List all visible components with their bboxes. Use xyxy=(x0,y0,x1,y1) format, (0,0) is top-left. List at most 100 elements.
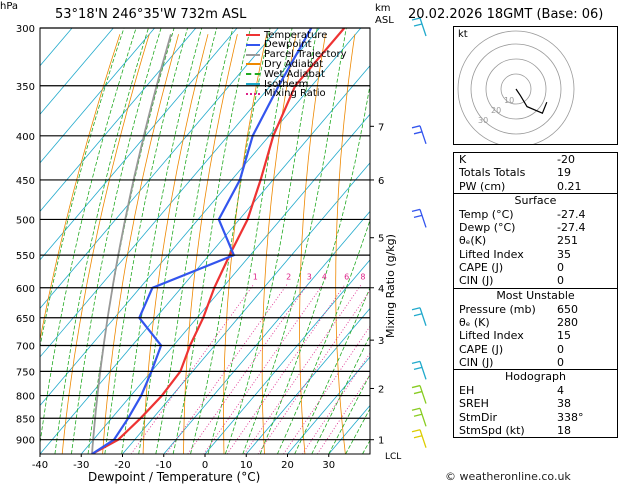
index-value: 15 xyxy=(557,329,571,343)
dry-adiabat-line xyxy=(61,34,150,454)
dry-adiabat-line xyxy=(619,34,629,454)
hodograph-ring xyxy=(500,73,532,105)
temperature-tick-label: -10 xyxy=(156,460,172,471)
hodograph-ring xyxy=(457,30,575,148)
index-value: -27.4 xyxy=(557,221,586,235)
wind-barb xyxy=(419,17,427,37)
wind-barb xyxy=(419,125,427,145)
index-label: Temp (°C) xyxy=(459,207,514,221)
height-tick-label: 2 xyxy=(378,384,384,395)
hodograph-section: Hodograph EH 4 SREH 38 StmDir 338° StmSpd (kt)… xyxy=(454,369,617,437)
legend-item: Isotherm xyxy=(246,79,308,90)
wet-adiabat-line xyxy=(121,28,203,454)
index-row: SREH 38 xyxy=(454,397,617,410)
legend-swatch xyxy=(246,92,260,95)
x-axis-label: Dewpoint / Temperature (°C) xyxy=(88,470,261,484)
pressure-tick-label: 500 xyxy=(16,215,35,226)
dry-adiabat-line xyxy=(405,34,427,454)
wind-barb-flag xyxy=(411,360,421,365)
mixing-ratio-axis-label: Mixing Ratio (g/kg) xyxy=(384,234,397,338)
isotherm-line xyxy=(40,28,155,164)
pressure-tick-label: 300 xyxy=(16,24,35,35)
index-value: 0 xyxy=(557,355,564,369)
wind-barb-flag xyxy=(413,435,423,439)
index-row: CAPE (J) 0 xyxy=(454,261,617,274)
wet-adiabat-line xyxy=(40,28,137,446)
credit-text: © weatheronline.co.uk xyxy=(445,470,571,483)
temperature-tick-label: 30 xyxy=(322,460,335,471)
index-row: Pressure (mb) 650 xyxy=(454,303,617,316)
legend-item: Parcel Trajectory xyxy=(246,49,347,61)
legend-item: Dewpoint xyxy=(246,39,312,50)
height-unit-asl: ASL xyxy=(375,15,394,26)
wet-adiabat-line xyxy=(294,286,370,454)
hodograph-title: Hodograph xyxy=(505,370,566,384)
index-value: -27.4 xyxy=(557,207,586,221)
mixing-ratio-value-label: 6 xyxy=(344,272,349,281)
index-row: CIN (J) 0 xyxy=(454,356,617,369)
legend-label: Wet Adiabat xyxy=(264,68,325,80)
wind-barb-flag xyxy=(413,131,423,135)
isotherm-line xyxy=(204,259,370,454)
temperature-tick-label: 10 xyxy=(240,460,253,471)
wind-barb-flag xyxy=(411,307,421,311)
wind-barb-flag xyxy=(413,313,423,317)
index-label: θₑ (K) xyxy=(459,315,490,329)
wet-adiabat-line xyxy=(224,28,318,454)
index-label: Lifted Index xyxy=(459,329,524,343)
height-tick-label: 4 xyxy=(378,284,384,295)
temperature-tick-label: 20 xyxy=(281,460,294,471)
index-label: Totals Totals xyxy=(459,166,526,180)
mixing-ratio-line xyxy=(187,284,308,454)
pressure-tick-label: 700 xyxy=(16,342,35,353)
wet-adiabat-line xyxy=(40,28,125,349)
mixing-ratio-value-label: 2 xyxy=(286,272,291,281)
index-label: PW (cm) xyxy=(459,179,506,193)
isotherm-line xyxy=(287,356,370,454)
dry-adiabat-line xyxy=(335,34,356,454)
legend-swatch xyxy=(246,34,260,36)
pressure-tick-label: 550 xyxy=(16,251,35,262)
isotherm-line xyxy=(40,28,362,407)
pressure-tick-label: 900 xyxy=(16,436,35,447)
isotherm-line xyxy=(80,113,370,454)
hodograph-unit: kt xyxy=(458,29,468,40)
index-value: 18 xyxy=(557,424,571,438)
legend-swatch xyxy=(246,53,260,56)
wind-barb xyxy=(419,361,427,380)
pressure-tick-label: 750 xyxy=(16,367,35,378)
mixing-ratio-value-label: 25 xyxy=(430,272,440,281)
index-value: 650 xyxy=(557,302,578,316)
hodograph-ring-label: 20 xyxy=(491,106,501,115)
wind-barb xyxy=(419,429,427,448)
index-value: 251 xyxy=(557,234,578,248)
legend-label: Parcel Trajectory xyxy=(264,49,347,61)
height-tick-label: 6 xyxy=(378,176,384,187)
wet-adiabat-line xyxy=(259,83,370,454)
index-row: PW (cm) 0.21 xyxy=(454,180,617,193)
height-tick-label: 3 xyxy=(378,336,384,347)
legend-item: Mixing Ratio xyxy=(246,88,326,99)
temperature-tick-label: 0 xyxy=(202,460,208,471)
dry-adiabat-line xyxy=(183,34,238,454)
isotherm-line xyxy=(40,65,370,454)
height-unit-km: km xyxy=(375,3,391,14)
mixing-ratio-value-label: 1 xyxy=(253,272,258,281)
wind-barb-flag xyxy=(413,413,423,417)
wind-barb xyxy=(419,209,427,228)
temperature-series-line xyxy=(91,28,346,454)
dry-adiabat-line xyxy=(40,34,121,342)
legend-swatch xyxy=(246,83,260,85)
index-row: Lifted Index 15 xyxy=(454,329,617,342)
mixing-ratio-line xyxy=(316,374,370,454)
wet-adiabat-line xyxy=(155,28,234,454)
hodograph-ring-label: 30 xyxy=(478,116,488,125)
isotherm-line xyxy=(40,28,197,212)
mixing-ratio-value-label: 3 xyxy=(307,272,312,281)
legend-item: Dry Adiabat xyxy=(246,59,323,70)
isotherm-line xyxy=(245,307,370,454)
wet-adiabat-line xyxy=(277,218,370,454)
legend-swatch xyxy=(246,73,260,76)
index-value: 38 xyxy=(557,397,571,411)
height-tick-label: 7 xyxy=(378,122,384,133)
